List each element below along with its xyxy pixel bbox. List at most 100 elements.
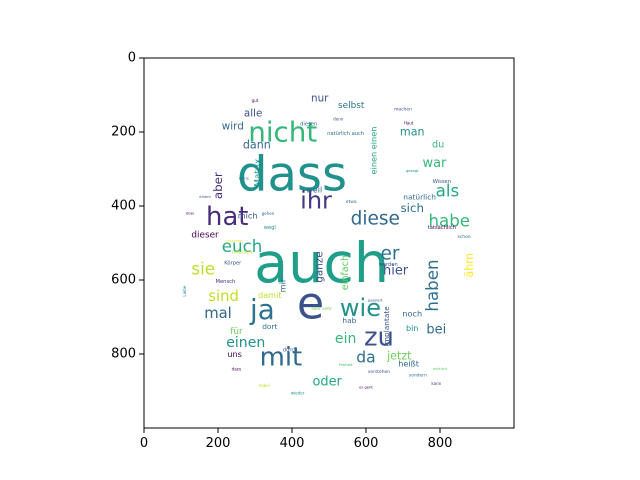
word-50: für [230,327,243,337]
word-78: einem [199,195,211,199]
word-61: schon [458,234,471,240]
word-38: ähm [463,253,476,278]
word-57: müssen [232,249,252,255]
word-49: bin [406,323,419,333]
word-76: Liebe [182,285,187,296]
word-12: als [436,182,460,201]
word-6: mit [260,343,303,373]
word-87: gesagt [406,169,419,173]
word-48: noch [402,308,422,318]
word-73: dazu [232,366,242,371]
word-63: diesen [300,122,317,128]
word-88: passiert [368,298,383,302]
word-7: ihr [300,186,332,214]
word-19: einen [226,335,265,351]
word-58: wegl [264,225,276,231]
word-16: sind [208,288,239,305]
word-11: habe [428,211,470,230]
word-39: Matrix [254,159,264,187]
word-27: war [423,156,448,171]
word-18: haben [423,260,442,312]
word-28: man [400,126,425,139]
word-31: wird [222,120,244,132]
word-17: mal [204,305,232,322]
word-77: über [186,211,195,215]
word-10: diese [351,208,400,229]
word-44: du [432,139,444,150]
word-46: mir [278,278,288,292]
word-37: mich [238,210,258,220]
word-20: ein [335,331,356,347]
y-tick-label: 800 [111,347,136,362]
word-52: dort [262,322,277,331]
word-2: e [297,279,324,330]
word-53: uns [227,349,242,359]
word-51: hab [342,316,356,325]
word-85: denn [333,117,344,122]
word-36: dieser [191,231,219,241]
word-68: sondern [409,373,427,379]
word-9: zu [364,322,394,352]
word-1: dass [237,147,347,203]
word-80: Freiheit [339,363,353,367]
word-62: natürlich auch [327,131,364,137]
word-34: selbst [338,101,365,111]
word-42: einen einen [368,127,378,175]
word-41: einfach [340,255,351,290]
word-33: nur [311,93,329,105]
word-75: Haut [404,120,414,125]
axes-frame [143,57,515,429]
y-axis: 0 200 400 600 800 [111,51,144,362]
word-8: wie [340,294,381,322]
word-25: hier [383,263,409,278]
word-84: gut [252,98,259,103]
word-79: bisschen [227,239,244,243]
word-54: heißt [398,358,419,368]
word-59: Wissen [433,179,451,185]
word-14: euch [222,237,262,256]
word-70: kann [431,381,441,386]
x-tick-label: 0 [140,436,148,451]
word-22: oder [312,374,342,389]
y-tick-label: 200 [111,125,136,140]
x-tick-label: 200 [206,436,231,451]
word-5: ja [249,293,275,326]
word-32: alle [244,108,262,120]
y-tick-label: 400 [111,199,136,214]
word-30: dann [243,138,271,151]
word-21: da [356,349,375,367]
y-tick-label: 600 [111,273,136,288]
word-72: dabei [259,383,270,388]
word-35: ganze [314,251,326,282]
word-69: verstehen [368,369,391,375]
word-43: natürlich [403,192,436,201]
x-tick-label: 600 [354,436,379,451]
word-67: sehr sehr [311,306,332,312]
word-74: gehen [262,211,275,216]
word-3: nicht [248,116,317,149]
word-29: aber [211,172,225,199]
word-4: hat [206,202,248,232]
word-0: auch [254,231,389,296]
x-tick-label: 400 [280,436,305,451]
word-45: damit [258,290,282,300]
word-81: es geht [359,385,373,389]
word-56: Körper [224,260,242,266]
y-tick-label: 0 [128,51,136,66]
x-axis: 0 200 400 600 800 [140,428,452,451]
word-71: wieder [291,390,305,395]
word-82: wirklich [433,367,448,371]
word-47: Implantate [382,306,391,347]
word-83: etwa [346,199,357,205]
word-13: er [381,244,400,265]
word-15: sie [191,259,215,278]
word-23: bei [426,322,446,337]
word-65: durch [283,347,298,353]
word-60: tatsächlich [428,225,456,231]
word-66: werden [379,262,398,268]
word-26: sich [401,201,424,215]
word-24: jetzt [386,349,412,362]
